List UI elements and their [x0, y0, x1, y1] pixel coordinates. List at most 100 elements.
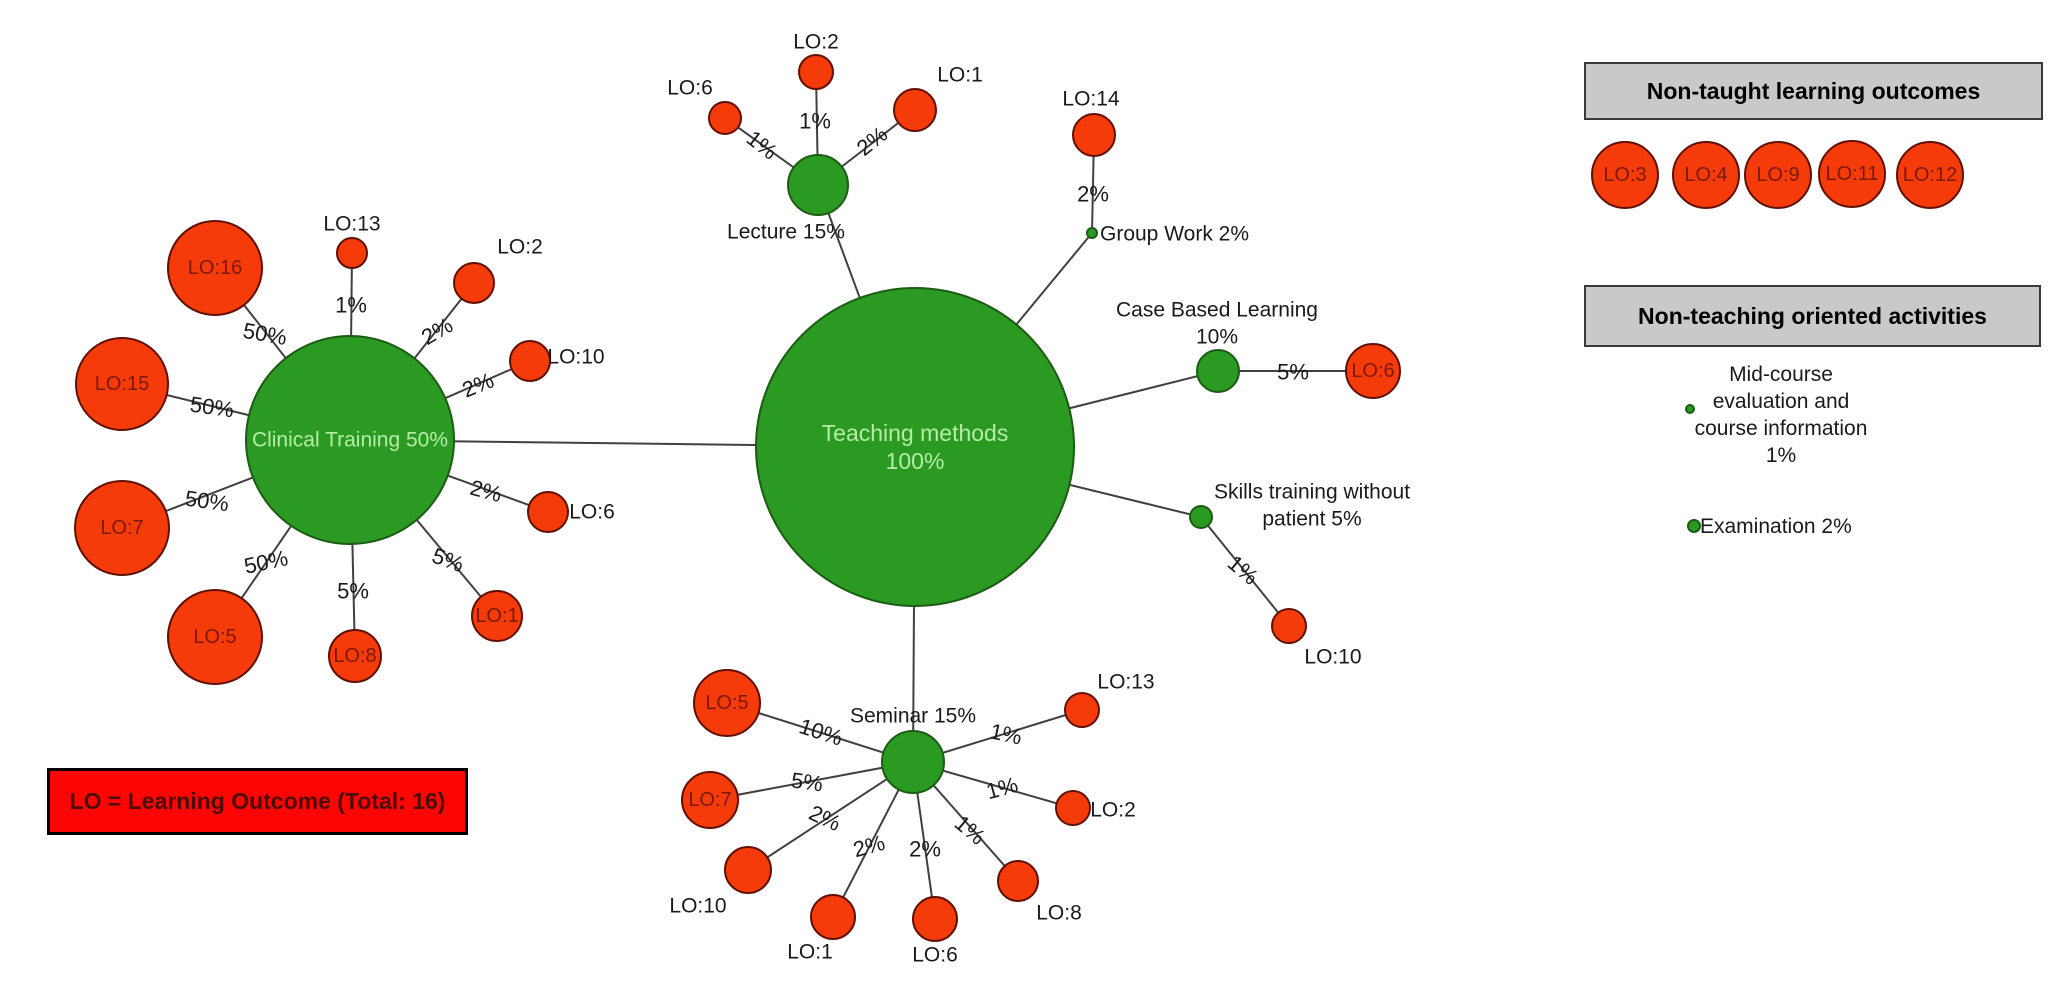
node-nt12 — [1896, 141, 1964, 209]
lo-label-se2: LO:2 — [1090, 799, 1136, 822]
node-l2 — [798, 54, 834, 90]
edge-percent-label: 1% — [1223, 550, 1263, 590]
lo-label-c13: LO:13 — [323, 213, 380, 236]
node-exam-dot — [1687, 519, 1701, 533]
node-inner-label-clinical: Clinical Training 50% — [252, 429, 448, 452]
node-skills — [1189, 505, 1213, 529]
edge-percent-label: 50% — [242, 545, 290, 579]
midcourse-note: Mid-course evaluation and course informa… — [1661, 361, 1901, 469]
edge-percent-label: 5% — [1277, 360, 1309, 385]
method-label-skills-1: Skills training without — [1214, 481, 1410, 504]
edge-percent-label: 1% — [799, 109, 831, 134]
node-c13 — [336, 237, 368, 269]
edge-seminar-se7 — [709, 761, 914, 801]
edge-percent-label: 2% — [417, 312, 457, 350]
method-label-cbl-1: Case Based Learning — [1116, 299, 1318, 322]
node-se8 — [997, 860, 1039, 902]
edge-percent-label: 2% — [909, 837, 941, 862]
method-label-lecture: Lecture 15% — [727, 221, 845, 244]
edge-percent-label: 2% — [1077, 182, 1109, 207]
edge-percent-label: 2% — [805, 800, 844, 836]
node-teaching — [755, 287, 1075, 607]
node-lecture — [787, 154, 849, 216]
lo-legend: LO = Learning Outcome (Total: 16) — [47, 768, 468, 835]
node-c6 — [527, 491, 569, 533]
node-se1 — [810, 894, 856, 940]
edge-percent-label: 10% — [796, 713, 846, 750]
node-l1 — [893, 88, 937, 132]
node-inner-label-nt12: LO:12 — [1903, 164, 1957, 186]
lo-label-se10: LO:10 — [669, 895, 726, 918]
node-inner-label-c1: LO:1 — [475, 605, 518, 627]
edge-percent-label: 5% — [337, 579, 369, 604]
node-c1 — [471, 590, 523, 642]
lo-label-se6: LO:6 — [912, 944, 958, 967]
node-se13 — [1064, 692, 1100, 728]
midcourse-note-line1: Mid-course — [1729, 363, 1833, 386]
edge-skills-s10 — [1200, 516, 1290, 627]
lo-label-s10: LO:10 — [1304, 646, 1361, 669]
midcourse-note-line4: 1% — [1765, 444, 1797, 467]
node-inner-label-nt4: LO:4 — [1684, 164, 1727, 186]
lo-label-l2: LO:2 — [793, 31, 839, 54]
node-seminar — [881, 730, 945, 794]
node-nt4 — [1672, 141, 1740, 209]
node-groupwork — [1086, 227, 1098, 239]
node-c2 — [453, 262, 495, 304]
method-label-skills-2: patient 5% — [1262, 508, 1361, 531]
node-c7 — [74, 480, 170, 576]
node-clinical — [245, 335, 455, 545]
node-inner-label-teaching: Teaching methods — [822, 420, 1009, 446]
node-c15 — [75, 337, 169, 431]
lo-label-c10: LO:10 — [547, 346, 604, 369]
edge-percent-label: 1% — [983, 772, 1020, 804]
node-se2 — [1055, 790, 1091, 826]
node-nt9 — [1744, 141, 1812, 209]
node-inner-label-c15: LO:15 — [95, 373, 149, 395]
edge-seminar-se10 — [747, 761, 914, 871]
edge-percent-label: 1% — [988, 718, 1024, 749]
node-s10 — [1271, 608, 1307, 644]
node-c16 — [167, 220, 263, 316]
examination-note-label: Examination 2% — [1700, 515, 1852, 538]
lo-label-c2: LO:2 — [497, 236, 543, 259]
node-c5 — [167, 589, 263, 685]
edge-percent-label: 5% — [790, 767, 825, 796]
lo-label-se1: LO:1 — [787, 941, 833, 964]
node-nt11 — [1818, 140, 1886, 208]
node-c8 — [328, 629, 382, 683]
node-inner-label-teaching: 100% — [886, 448, 945, 474]
lo-label-se13: LO:13 — [1097, 671, 1154, 694]
non-taught-header-label: Non-taught learning outcomes — [1646, 77, 1981, 104]
node-cb6 — [1345, 343, 1401, 399]
node-inner-label-se5: LO:5 — [705, 692, 748, 714]
edge-percent-label: 1% — [335, 293, 367, 318]
node-se5 — [693, 669, 761, 737]
node-inner-label-nt11: LO:11 — [1826, 163, 1879, 185]
edge-percent-label: 2% — [459, 367, 498, 402]
node-se6 — [912, 896, 958, 942]
node-inner-label-se7: LO:7 — [688, 789, 731, 811]
node-inner-label-nt9: LO:9 — [1756, 164, 1799, 186]
non-taught-header: Non-taught learning outcomes — [1584, 62, 2043, 120]
node-inner-label-cb6: LO:6 — [1351, 360, 1394, 382]
node-inner-label-c16: LO:16 — [188, 257, 242, 279]
non-teaching-header: Non-teaching oriented activities — [1584, 285, 2041, 347]
node-inner-label-c5: LO:5 — [193, 626, 236, 648]
edge-percent-label: 50% — [188, 392, 235, 423]
edge-percent-label: 1% — [742, 125, 782, 164]
edge-percent-label: 50% — [183, 486, 230, 517]
lo-legend-label: LO = Learning Outcome (Total: 16) — [69, 788, 446, 814]
edge-percent-label: 50% — [241, 318, 289, 350]
lo-label-se8: LO:8 — [1036, 902, 1082, 925]
node-g14 — [1072, 113, 1116, 157]
method-label-groupwork: Group Work 2% — [1100, 223, 1249, 246]
node-se10 — [724, 846, 772, 894]
lo-label-l1: LO:1 — [937, 64, 983, 87]
midcourse-note-line3: course information — [1694, 417, 1868, 440]
node-inner-label-nt3: LO:3 — [1603, 164, 1646, 186]
node-inner-label-c8: LO:8 — [333, 645, 376, 667]
node-se7 — [681, 771, 739, 829]
examination-note: Examination 2% — [1700, 515, 1852, 539]
